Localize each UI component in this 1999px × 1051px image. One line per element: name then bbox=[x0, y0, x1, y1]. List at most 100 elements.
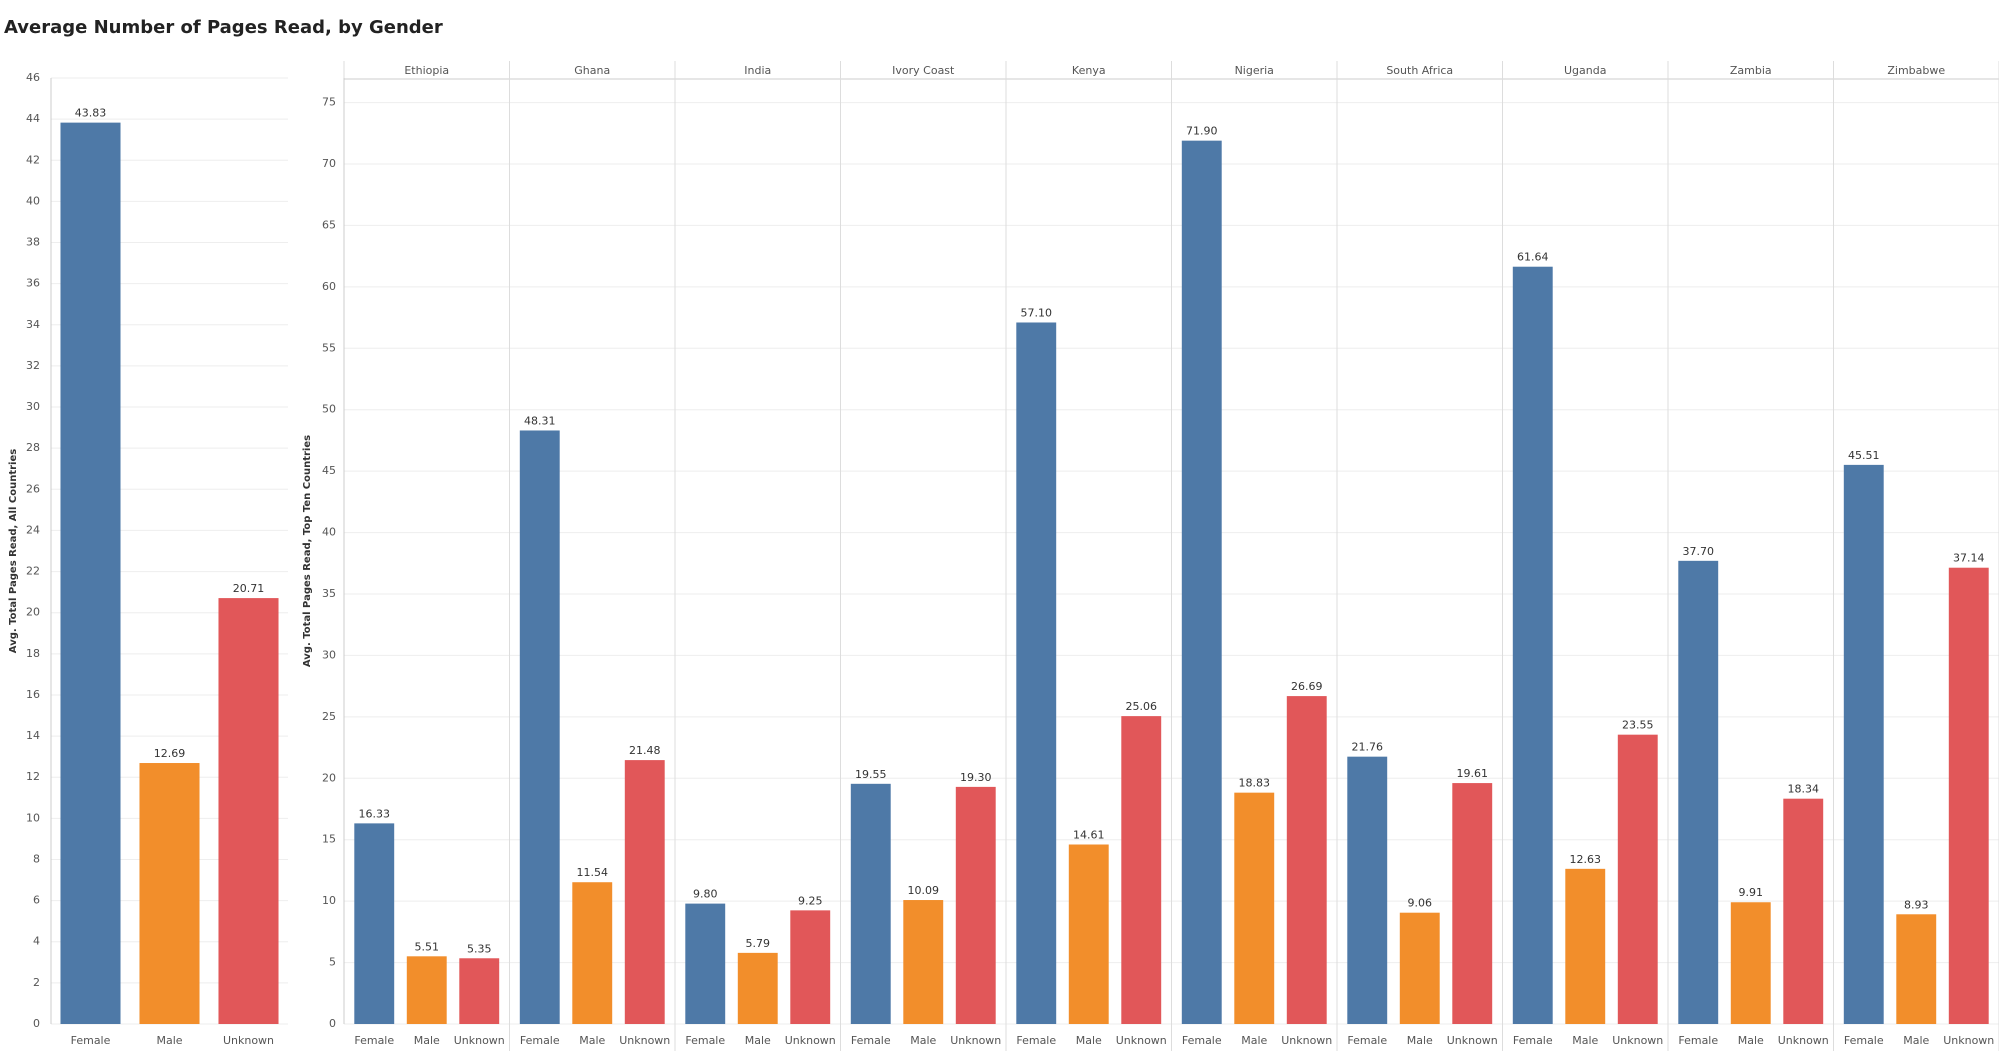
y-tick-label: 55 bbox=[322, 341, 336, 354]
y-tick-label: 26 bbox=[26, 482, 40, 495]
bar bbox=[60, 122, 121, 1024]
facet-label: India bbox=[744, 64, 771, 77]
value-label: 21.48 bbox=[629, 744, 661, 757]
facet-label: Ghana bbox=[574, 64, 610, 77]
bar bbox=[1783, 798, 1824, 1024]
x-tick-label: Female bbox=[71, 1034, 111, 1047]
x-tick-label: Unknown bbox=[1943, 1034, 1994, 1047]
bar bbox=[850, 783, 891, 1024]
bar bbox=[624, 760, 665, 1024]
bar bbox=[1286, 696, 1327, 1024]
y-tick-label: 36 bbox=[26, 277, 40, 290]
facet-label: Zimbabwe bbox=[1887, 64, 1945, 77]
facet-label: South Africa bbox=[1386, 64, 1453, 77]
bar bbox=[519, 430, 560, 1024]
bar bbox=[459, 958, 500, 1024]
bar bbox=[685, 903, 726, 1024]
y-tick-label: 16 bbox=[26, 688, 40, 701]
value-label: 45.51 bbox=[1848, 449, 1880, 462]
y-tick-label: 8 bbox=[33, 852, 40, 865]
bar bbox=[955, 786, 996, 1024]
x-tick-label: Male bbox=[745, 1034, 771, 1047]
y-tick-label: 5 bbox=[329, 956, 336, 969]
value-label: 9.80 bbox=[693, 888, 718, 901]
bar bbox=[1016, 322, 1057, 1024]
value-label: 61.64 bbox=[1517, 251, 1549, 264]
value-label: 14.61 bbox=[1073, 829, 1105, 842]
value-label: 37.14 bbox=[1953, 552, 1985, 565]
value-label: 12.63 bbox=[1570, 853, 1602, 866]
value-label: 48.31 bbox=[524, 414, 556, 427]
bar bbox=[354, 823, 395, 1024]
bar bbox=[790, 910, 831, 1024]
y-axis-title: Avg. Total Pages Read, All Countries bbox=[8, 449, 19, 653]
bar bbox=[1068, 844, 1109, 1024]
y-tick-label: 44 bbox=[26, 112, 40, 125]
y-tick-label: 42 bbox=[26, 153, 40, 166]
bar bbox=[1678, 560, 1719, 1024]
value-label: 11.54 bbox=[577, 866, 609, 879]
value-label: 5.79 bbox=[746, 937, 771, 950]
y-tick-label: 30 bbox=[322, 648, 336, 661]
value-label: 19.30 bbox=[960, 771, 992, 784]
y-tick-label: 65 bbox=[322, 218, 336, 231]
dashboard-title: Average Number of Pages Read, by Gender bbox=[4, 17, 443, 38]
x-tick-label: Male bbox=[1076, 1034, 1102, 1047]
x-tick-label: Unknown bbox=[1612, 1034, 1663, 1047]
x-tick-label: Female bbox=[685, 1034, 725, 1047]
y-tick-label: 46 bbox=[26, 71, 40, 84]
facet-label: Zambia bbox=[1730, 64, 1772, 77]
x-tick-label: Female bbox=[851, 1034, 891, 1047]
x-tick-label: Unknown bbox=[619, 1034, 670, 1047]
y-tick-label: 38 bbox=[26, 236, 40, 249]
bar bbox=[737, 952, 778, 1024]
bar bbox=[406, 956, 447, 1024]
x-tick-label: Male bbox=[1241, 1034, 1267, 1047]
facet-label: Kenya bbox=[1072, 64, 1106, 77]
value-label: 71.90 bbox=[1186, 125, 1218, 138]
y-tick-label: 4 bbox=[33, 935, 40, 948]
x-tick-label: Unknown bbox=[1281, 1034, 1332, 1047]
y-tick-label: 10 bbox=[322, 894, 336, 907]
x-tick-label: Male bbox=[156, 1034, 182, 1047]
x-tick-label: Male bbox=[1407, 1034, 1433, 1047]
value-label: 18.83 bbox=[1239, 777, 1271, 790]
value-label: 21.76 bbox=[1352, 741, 1384, 754]
y-tick-label: 22 bbox=[26, 565, 40, 578]
value-label: 9.25 bbox=[798, 894, 823, 907]
bar bbox=[1948, 567, 1989, 1024]
x-tick-label: Female bbox=[1016, 1034, 1056, 1047]
value-label: 5.51 bbox=[415, 940, 440, 953]
y-tick-label: 28 bbox=[26, 441, 40, 454]
x-tick-label: Male bbox=[414, 1034, 440, 1047]
bar bbox=[1452, 783, 1493, 1024]
value-label: 12.69 bbox=[154, 747, 186, 760]
y-tick-label: 40 bbox=[322, 526, 336, 539]
y-tick-label: 18 bbox=[26, 647, 40, 660]
value-label: 23.55 bbox=[1622, 719, 1654, 732]
bar bbox=[1730, 902, 1771, 1024]
value-label: 57.10 bbox=[1021, 306, 1053, 319]
x-tick-label: Unknown bbox=[950, 1034, 1001, 1047]
bar bbox=[1512, 266, 1553, 1024]
value-label: 19.55 bbox=[855, 768, 887, 781]
y-tick-label: 20 bbox=[26, 606, 40, 619]
value-label: 20.71 bbox=[233, 582, 265, 595]
y-tick-label: 60 bbox=[322, 280, 336, 293]
y-axis-title: Avg. Total Pages Read, Top Ten Countries bbox=[302, 435, 313, 667]
value-label: 19.61 bbox=[1457, 767, 1489, 780]
x-tick-label: Male bbox=[1903, 1034, 1929, 1047]
value-label: 10.09 bbox=[908, 884, 940, 897]
x-tick-label: Male bbox=[910, 1034, 936, 1047]
facet-label: Ethiopia bbox=[404, 64, 449, 77]
y-tick-label: 30 bbox=[26, 400, 40, 413]
value-label: 25.06 bbox=[1126, 700, 1158, 713]
x-tick-label: Female bbox=[1678, 1034, 1718, 1047]
bar bbox=[1896, 914, 1937, 1024]
facet-label: Uganda bbox=[1564, 64, 1606, 77]
value-label: 9.91 bbox=[1739, 886, 1764, 899]
x-tick-label: Female bbox=[1844, 1034, 1884, 1047]
y-tick-label: 34 bbox=[26, 318, 40, 331]
value-label: 9.06 bbox=[1408, 897, 1433, 910]
